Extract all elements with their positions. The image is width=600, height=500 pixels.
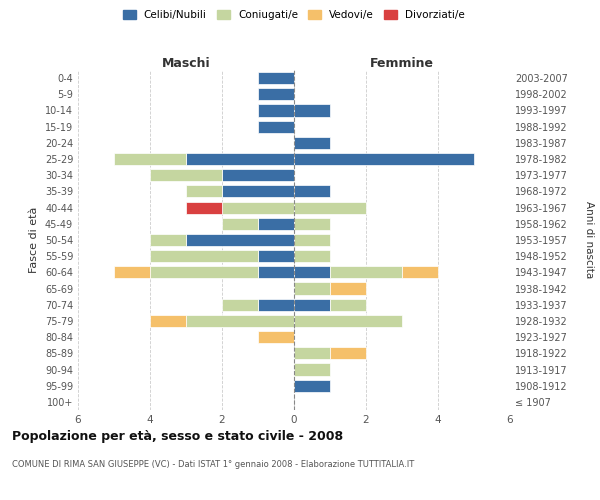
Bar: [294, 348, 330, 360]
Bar: [294, 364, 330, 376]
Bar: [150, 234, 186, 246]
Bar: [150, 250, 258, 262]
Bar: [294, 104, 330, 117]
Bar: [294, 153, 474, 165]
Bar: [294, 282, 330, 294]
Bar: [330, 348, 366, 360]
Bar: [294, 234, 330, 246]
Y-axis label: Fasce di età: Fasce di età: [29, 207, 39, 273]
Text: Maschi: Maschi: [161, 57, 211, 70]
Text: Femmine: Femmine: [370, 57, 434, 70]
Bar: [330, 282, 366, 294]
Y-axis label: Anni di nascita: Anni di nascita: [584, 202, 595, 278]
Text: Popolazione per età, sesso e stato civile - 2008: Popolazione per età, sesso e stato civil…: [12, 430, 343, 443]
Bar: [402, 266, 438, 278]
Bar: [222, 218, 258, 230]
Bar: [294, 266, 330, 278]
Bar: [222, 186, 294, 198]
Bar: [258, 250, 294, 262]
Bar: [258, 266, 294, 278]
Bar: [150, 315, 186, 327]
Bar: [294, 218, 330, 230]
Bar: [222, 202, 294, 213]
Bar: [258, 120, 294, 132]
Bar: [114, 266, 150, 278]
Bar: [258, 218, 294, 230]
Text: COMUNE DI RIMA SAN GIUSEPPE (VC) - Dati ISTAT 1° gennaio 2008 - Elaborazione TUT: COMUNE DI RIMA SAN GIUSEPPE (VC) - Dati …: [12, 460, 414, 469]
Bar: [186, 315, 294, 327]
Bar: [114, 153, 186, 165]
Bar: [294, 202, 366, 213]
Bar: [186, 186, 222, 198]
Bar: [222, 169, 294, 181]
Bar: [294, 298, 330, 311]
Bar: [330, 298, 366, 311]
Bar: [150, 169, 222, 181]
Bar: [258, 72, 294, 84]
Bar: [258, 88, 294, 101]
Legend: Celibi/Nubili, Coniugati/e, Vedovi/e, Divorziati/e: Celibi/Nubili, Coniugati/e, Vedovi/e, Di…: [123, 10, 465, 20]
Bar: [258, 298, 294, 311]
Bar: [294, 137, 330, 149]
Bar: [258, 104, 294, 117]
Bar: [330, 266, 402, 278]
Bar: [186, 153, 294, 165]
Bar: [258, 331, 294, 343]
Bar: [294, 315, 402, 327]
Bar: [186, 202, 222, 213]
Bar: [222, 298, 258, 311]
Bar: [150, 266, 258, 278]
Bar: [294, 250, 330, 262]
Bar: [294, 380, 330, 392]
Bar: [186, 234, 294, 246]
Bar: [294, 186, 330, 198]
